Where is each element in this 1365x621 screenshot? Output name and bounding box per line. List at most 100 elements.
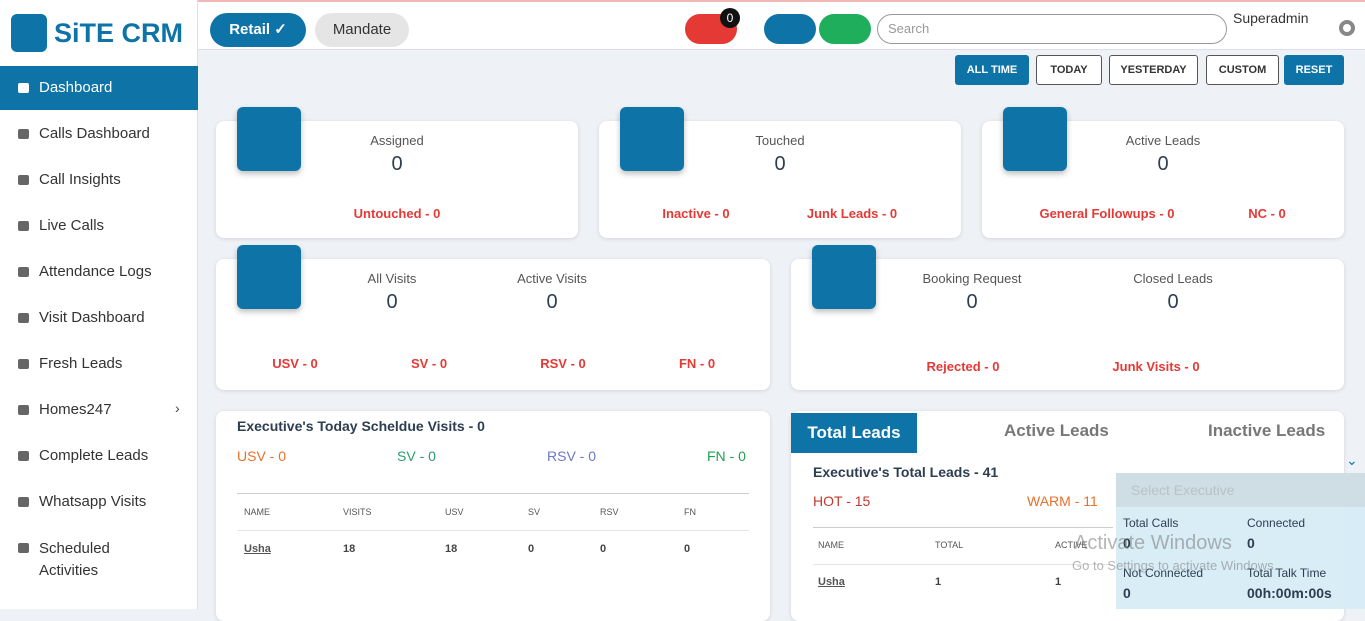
stat-value: 0	[391, 153, 403, 175]
stat-value: 0	[546, 291, 558, 313]
table-cell[interactable]: Usha	[244, 543, 271, 555]
panel-label: Total Calls	[1123, 516, 1179, 530]
panel-label: Total Talk Time	[1247, 566, 1327, 580]
table-cell: 0	[600, 543, 607, 555]
executive-select[interactable]: Select Executive	[1116, 473, 1365, 507]
schedule-summary: RSV - 0	[547, 448, 597, 464]
panel-label: Connected	[1247, 516, 1306, 530]
sidebar-item[interactable]: Scheduled Activities	[39, 540, 110, 579]
toggle[interactable]: Mandate	[315, 13, 409, 47]
leads-summary: WARM - 11	[1027, 493, 1098, 509]
sidebar-icon	[18, 497, 29, 507]
schedule-card	[216, 411, 770, 621]
sidebar-icon	[18, 313, 29, 323]
schedule-title: Executive's Today Scheldue Visits - 0	[237, 418, 485, 434]
card-icon	[1003, 107, 1067, 171]
sidebar-item[interactable]: Complete Leads	[39, 447, 149, 464]
leads-tab[interactable]: Active Leads	[1004, 421, 1109, 440]
sidebar-item[interactable]: Attendance Logs	[39, 263, 152, 280]
sidebar-item[interactable]: Fresh Leads	[39, 355, 123, 372]
card-icon	[620, 107, 684, 171]
leads-tab[interactable]: Inactive Leads	[1208, 421, 1326, 440]
table-header: SV	[528, 507, 541, 517]
chat-button[interactable]	[764, 14, 816, 44]
sidebar-item[interactable]: Live Calls	[39, 217, 105, 234]
filter-button[interactable]: CUSTOM	[1206, 55, 1279, 85]
schedule-summary: USV - 0	[237, 448, 287, 464]
sidebar: SiTE CRM Dashboard Calls Dashboard Call In…	[0, 0, 198, 609]
filter-button[interactable]: RESET	[1284, 55, 1344, 85]
whatsapp-button[interactable]	[819, 14, 871, 44]
search-input[interactable]: Search	[877, 14, 1227, 44]
call-badge: 0	[720, 8, 740, 28]
divider	[813, 564, 1113, 565]
stat-footer: Rejected - 0	[926, 359, 1000, 374]
stat-footer: SV - 0	[410, 356, 448, 371]
stat-label: Closed Leads	[1133, 271, 1213, 286]
leads-title: Executive's Total Leads - 41	[813, 464, 999, 480]
sidebar-icon	[18, 359, 29, 369]
stat-footer: NC - 0	[1248, 206, 1286, 221]
card-icon	[237, 107, 301, 171]
table-header: USV	[445, 507, 464, 517]
table-cell[interactable]: Usha	[818, 576, 845, 588]
stat-value: 0	[966, 291, 978, 313]
sidebar-item[interactable]: Whatsapp Visits	[39, 493, 147, 510]
toggle-label: Retail	[229, 21, 271, 38]
sidebar-icon	[18, 221, 29, 231]
schedule-summary: FN - 0	[707, 448, 746, 464]
stat-label: Active Leads	[1125, 133, 1201, 148]
stat-value: 0	[774, 153, 786, 175]
user-name[interactable]: Superadmin	[1233, 10, 1309, 26]
stat-label: Assigned	[370, 133, 424, 148]
panel-value: 0	[1123, 585, 1131, 601]
table-cell: 0	[528, 543, 535, 555]
table-header: VISITS	[343, 507, 372, 517]
filter-button[interactable]: YESTERDAY	[1109, 55, 1198, 85]
watermark-title: Activate Windows	[1074, 532, 1232, 554]
sidebar-icon	[18, 451, 29, 461]
chevron: ›	[175, 400, 180, 416]
stat-label: All Visits	[367, 271, 417, 286]
table-header: ACTIVE	[1055, 540, 1088, 550]
stat-footer: Junk Leads - 0	[806, 206, 898, 221]
card-icon	[237, 245, 301, 309]
collapse-icon[interactable]: ⌄	[1346, 452, 1358, 468]
sidebar-item[interactable]: Visit Dashboard	[39, 309, 145, 326]
stat-label: Touched	[755, 133, 805, 148]
stat-card	[791, 259, 1344, 390]
sidebar-item[interactable]: Homes247	[39, 401, 112, 418]
executive-panel: Select Executive Total Calls 0 Connected 0 N…	[1116, 473, 1365, 609]
panel-value: 0	[1247, 535, 1255, 551]
leads-summary: HOT - 15	[813, 493, 871, 509]
sidebar-icon	[18, 267, 29, 277]
stat-label: Active Visits	[517, 271, 587, 286]
divider	[237, 493, 749, 494]
leads-tab[interactable]: Total Leads	[791, 413, 917, 453]
filter-button[interactable]: ALL TIME	[955, 55, 1029, 85]
stat-footer: Inactive - 0	[662, 206, 730, 221]
sidebar-item[interactable]: Dashboard	[0, 66, 198, 110]
toggle[interactable]: Retail ✓	[210, 13, 306, 47]
stat-value: 0	[1167, 291, 1179, 313]
panel-value: 00h:00m:00s	[1247, 585, 1332, 601]
header: Retail ✓ Mandate 0 Search Superadmin	[198, 0, 1365, 50]
table-cell: 0	[684, 543, 691, 555]
sidebar-item[interactable]: Call Insights	[39, 171, 121, 188]
sidebar-icon	[18, 129, 29, 139]
divider	[813, 527, 1113, 528]
stat-label: Booking Request	[922, 271, 1022, 286]
settings-icon[interactable]	[1339, 20, 1355, 36]
table-cell: 18	[445, 543, 458, 555]
stat-footer: FN - 0	[678, 356, 716, 371]
card-icon	[812, 245, 876, 309]
sidebar-item[interactable]: Calls Dashboard	[39, 125, 150, 142]
logo-icon	[11, 14, 47, 52]
table-cell: 18	[343, 543, 356, 555]
filter-button[interactable]: TODAY	[1036, 55, 1102, 85]
panel-label: Not Connected	[1123, 566, 1204, 580]
schedule-summary: SV - 0	[397, 448, 436, 464]
